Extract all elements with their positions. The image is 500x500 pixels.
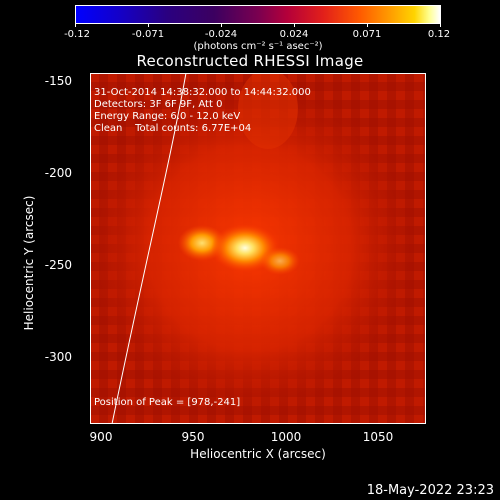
streak-glow bbox=[238, 73, 298, 149]
xtick-label: 900 bbox=[89, 430, 113, 444]
colorbar-tick-label: 0.071 bbox=[352, 29, 382, 40]
colorbar-tick-label: -0.12 bbox=[64, 29, 90, 40]
colorbar-tick bbox=[221, 23, 222, 27]
ytick-label: -250 bbox=[44, 258, 72, 272]
colorbar-tick bbox=[440, 23, 441, 27]
clean-counts-text: Clean Total counts: 6.77E+04 bbox=[94, 123, 252, 134]
solar-limb-line bbox=[111, 73, 187, 424]
colorbar-tick-label: 0.024 bbox=[279, 29, 309, 40]
colorbar-tick-label: -0.024 bbox=[204, 29, 238, 40]
x-axis-label: Heliocentric X (arcsec) bbox=[190, 447, 326, 461]
peak-position-text: Position of Peak = [978,-241] bbox=[94, 397, 241, 408]
colorbar: -0.12 -0.071 -0.024 0.024 0.071 0.12 (ph… bbox=[64, 5, 450, 52]
xtick-label: 950 bbox=[181, 430, 205, 444]
source-tail bbox=[260, 247, 300, 275]
colorbar-tick bbox=[367, 23, 368, 27]
xtick-label: 1050 bbox=[362, 430, 394, 444]
ytick-label: -300 bbox=[44, 350, 72, 364]
energy-range-text: Energy Range: 6.0 - 12.0 keV bbox=[94, 111, 241, 122]
colorbar-gradient bbox=[75, 5, 441, 24]
colorbar-tick-label: 0.12 bbox=[427, 29, 451, 40]
time-range-text: 31-Oct-2014 14:38:32.000 to 14:44:32.000 bbox=[94, 87, 311, 98]
colorbar-tick bbox=[75, 23, 76, 27]
xtick-label: 1000 bbox=[270, 430, 302, 444]
solar-image: 31-Oct-2014 14:38:32.000 to 14:44:32.000… bbox=[90, 73, 426, 424]
timestamp: 18-May-2022 23:23 bbox=[366, 483, 494, 498]
image-title: Reconstructed RHESSI Image bbox=[136, 52, 364, 70]
detectors-text: Detectors: 3F 6F 9F, Att 0 bbox=[94, 99, 223, 110]
colorbar-tick bbox=[148, 23, 149, 27]
ytick-label: -200 bbox=[44, 166, 72, 180]
colorbar-tick-label: -0.071 bbox=[131, 29, 165, 40]
colorbar-unit-label: (photons cm⁻² s⁻¹ asec⁻²) bbox=[193, 41, 323, 52]
colorbar-tick bbox=[294, 23, 295, 27]
ytick-label: -150 bbox=[44, 74, 72, 88]
solar-image-svg bbox=[90, 73, 426, 424]
y-axis-label: Heliocentric Y (arcsec) bbox=[22, 195, 37, 331]
